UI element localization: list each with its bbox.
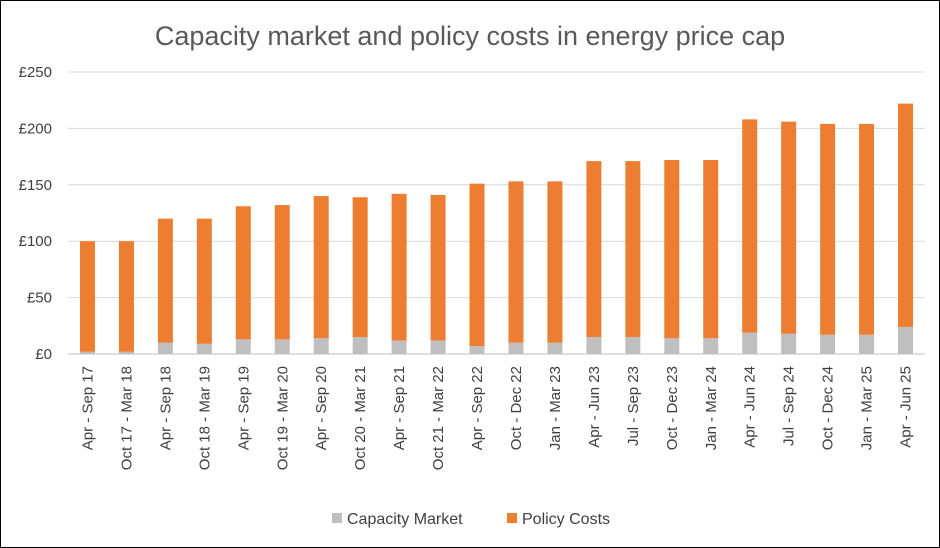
- x-tick-label: Oct 20 - Mar 21: [352, 366, 369, 470]
- bar-policy-costs: [508, 181, 524, 343]
- x-tick-label: Oct - Dec 24: [820, 366, 837, 450]
- bar-capacity-market: [781, 333, 797, 354]
- bar-policy-costs: [118, 241, 134, 352]
- bar-policy-costs: [781, 121, 797, 334]
- bar-capacity-market: [898, 326, 914, 354]
- x-tick-label: Apr - Sep 20: [313, 366, 330, 450]
- bar-policy-costs: [391, 193, 407, 341]
- bar-policy-costs: [235, 206, 251, 340]
- bar-capacity-market: [352, 337, 368, 354]
- x-tick-label: Apr - Jun 24: [742, 366, 759, 448]
- x-tick-label: Oct 18 - Mar 19: [196, 366, 213, 470]
- bar-capacity-market: [625, 337, 641, 354]
- legend: Capacity Market Policy Costs: [332, 511, 610, 528]
- x-tick-label: Jan - Mar 23: [547, 366, 564, 450]
- bar-capacity-market: [235, 339, 251, 354]
- y-axis: £0 £50 £100 £150 £200 £250: [19, 64, 52, 363]
- x-tick-label: Jul - Sep 24: [781, 366, 798, 446]
- bar-capacity-market: [469, 346, 485, 354]
- bar-capacity-market: [274, 339, 290, 354]
- bar-policy-costs: [586, 161, 602, 338]
- bar-policy-costs: [79, 241, 95, 352]
- x-tick-label: Oct 19 - Mar 20: [274, 366, 291, 470]
- bar-capacity-market: [79, 351, 95, 354]
- bar-policy-costs: [703, 159, 719, 339]
- x-tick-label: Oct 21 - Mar 22: [430, 366, 447, 470]
- bar-capacity-market: [196, 343, 212, 354]
- x-tick-label: Apr - Sep 17: [79, 366, 96, 450]
- bar-capacity-market: [820, 334, 836, 354]
- y-tick-label: £0: [35, 346, 52, 363]
- x-tick-label: Apr - Jun 25: [898, 366, 915, 448]
- x-tick-label: Oct - Dec 23: [664, 366, 681, 450]
- x-tick-label: Apr - Sep 22: [469, 366, 486, 450]
- bar-capacity-market: [313, 338, 329, 354]
- x-tick-label: Oct - Dec 22: [508, 366, 525, 450]
- bar-policy-costs: [664, 159, 680, 339]
- bar-policy-costs: [274, 205, 290, 340]
- bar-capacity-market: [742, 332, 758, 354]
- bar-policy-costs: [313, 196, 329, 339]
- bar-policy-costs: [820, 123, 836, 335]
- x-tick-label: Jan - Mar 25: [859, 366, 876, 450]
- bar-policy-costs: [859, 123, 875, 335]
- bar-capacity-market: [508, 342, 524, 354]
- bar-series: [79, 103, 914, 354]
- bar-policy-costs: [625, 161, 641, 338]
- bar-policy-costs: [430, 194, 446, 341]
- x-axis: Apr - Sep 17 Oct 17 - Mar 18 Apr - Sep 18 O…: [79, 366, 914, 470]
- chart-title: Capacity market and policy costs in ener…: [155, 21, 785, 51]
- y-tick-label: £50: [27, 290, 52, 307]
- gridlines: [68, 71, 925, 355]
- x-tick-label: Apr - Sep 19: [235, 366, 252, 450]
- legend-label-capacity-market: Capacity Market: [347, 511, 463, 528]
- bar-policy-costs: [742, 119, 758, 333]
- bar-capacity-market: [586, 337, 602, 354]
- y-tick-label: £150: [19, 177, 52, 194]
- bar-capacity-market: [118, 351, 134, 354]
- legend-label-policy-costs: Policy Costs: [522, 511, 610, 528]
- x-tick-label: Jan - Mar 24: [703, 366, 720, 450]
- y-tick-label: £200: [19, 120, 52, 137]
- x-tick-label: Jul - Sep 23: [625, 366, 642, 446]
- bar-policy-costs: [898, 103, 914, 327]
- bar-capacity-market: [391, 340, 407, 354]
- bar-capacity-market: [157, 342, 173, 354]
- bar-capacity-market: [859, 334, 875, 354]
- bar-policy-costs: [157, 218, 173, 343]
- bar-policy-costs: [469, 183, 485, 347]
- y-tick-label: £250: [19, 64, 52, 81]
- bar-policy-costs: [352, 197, 368, 338]
- x-tick-label: Apr - Jun 23: [586, 366, 603, 448]
- legend-swatch-policy-costs: [507, 513, 517, 523]
- bar-policy-costs: [547, 181, 563, 343]
- x-tick-label: Apr - Sep 21: [391, 366, 408, 450]
- x-tick-label: Apr - Sep 18: [157, 366, 174, 450]
- legend-swatch-capacity-market: [332, 513, 342, 523]
- bar-capacity-market: [430, 340, 446, 354]
- y-tick-label: £100: [19, 233, 52, 250]
- x-tick-label: Oct 17 - Mar 18: [118, 366, 135, 470]
- bar-policy-costs: [196, 218, 212, 344]
- bar-capacity-market: [547, 342, 563, 354]
- bar-capacity-market: [703, 338, 719, 354]
- bar-capacity-market: [664, 338, 680, 354]
